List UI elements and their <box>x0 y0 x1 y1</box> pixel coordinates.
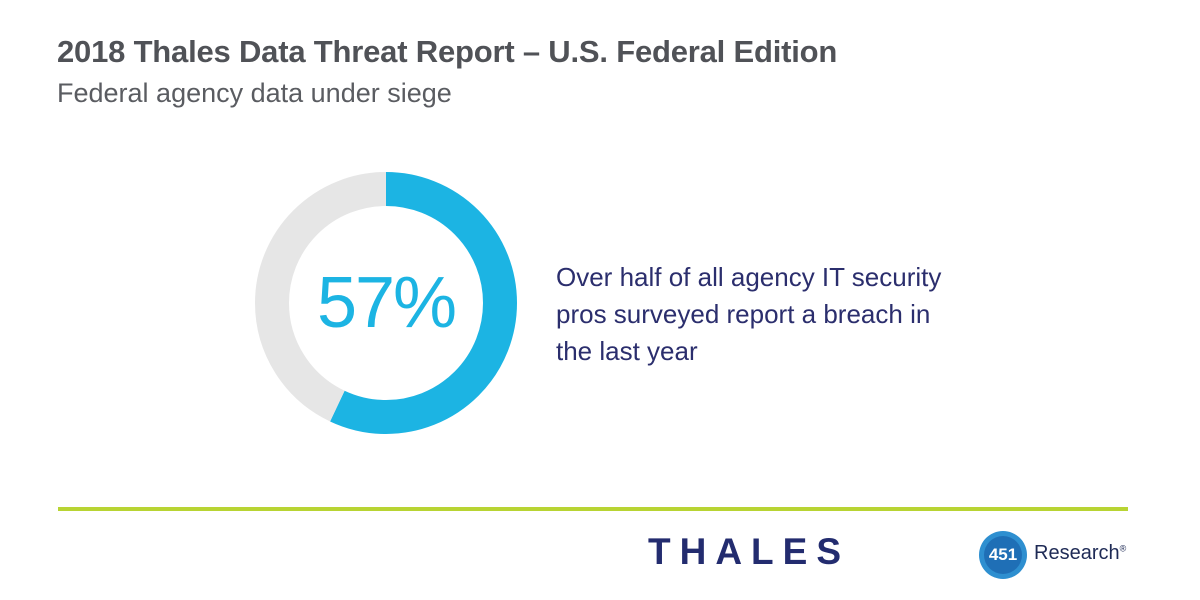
451-research-name: Research <box>1034 542 1120 564</box>
donut-svg <box>255 172 517 434</box>
divider-rule <box>58 507 1128 511</box>
donut-chart: 57% <box>255 172 517 434</box>
451-number: 451 <box>988 545 1018 564</box>
451-registered-mark: ® <box>1119 543 1127 554</box>
page-subtitle: Federal agency data under siege <box>57 78 452 108</box>
thales-logo: THALES <box>648 531 850 572</box>
donut-slice-remainder <box>255 172 517 434</box>
451-research-text: Research® <box>1034 542 1126 565</box>
451-circle-icon <box>979 531 1027 579</box>
page-title: 2018 Thales Data Threat Report – U.S. Fe… <box>57 34 838 69</box>
donut-center-label: 57% <box>316 263 457 343</box>
stat-description: Over half of all agency IT security pros… <box>556 262 942 366</box>
